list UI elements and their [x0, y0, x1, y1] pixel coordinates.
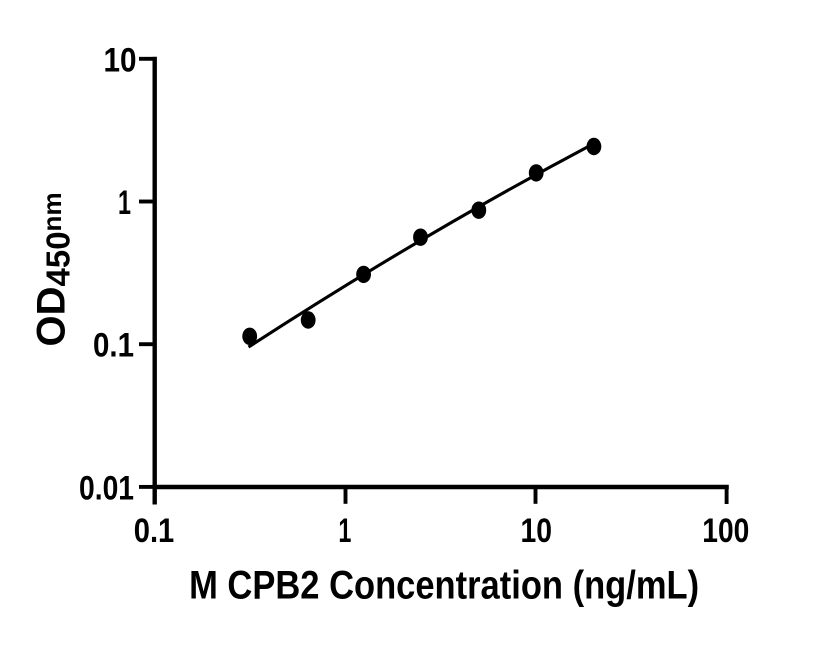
svg-text:0.1: 0.1 [134, 512, 175, 550]
svg-text:1: 1 [118, 184, 131, 222]
svg-text:1: 1 [338, 512, 351, 550]
svg-text:10: 10 [521, 512, 553, 550]
svg-text:0.01: 0.01 [79, 470, 134, 508]
svg-text:10: 10 [104, 41, 137, 79]
svg-text:100: 100 [702, 512, 749, 550]
svg-text:OD450nm: OD450nm [30, 192, 77, 346]
svg-text:0.1: 0.1 [93, 327, 134, 365]
svg-text:M CPB2 Concentration (ng/mL): M CPB2 Concentration (ng/mL) [189, 563, 699, 607]
